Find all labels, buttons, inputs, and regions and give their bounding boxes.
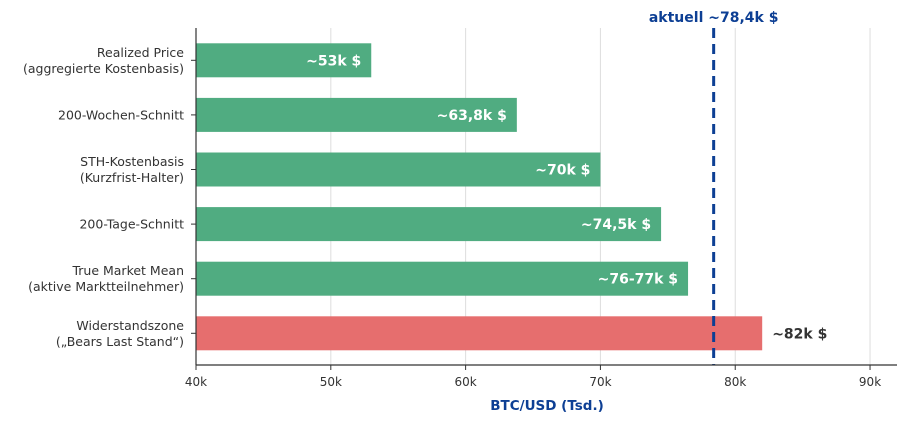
- bar: [196, 152, 601, 187]
- x-tick-label: 90k: [859, 375, 881, 389]
- x-tick-label: 70k: [589, 375, 611, 389]
- x-tick-label: 60k: [455, 375, 477, 389]
- data-label: ~82k $: [772, 326, 827, 342]
- grid-lines: [195, 28, 871, 365]
- x-axis-title: BTC/USD (Tsd.): [490, 398, 604, 414]
- bar: [196, 97, 517, 132]
- category-label: True Market Mean (aktive Marktteilnehmer): [28, 263, 184, 294]
- bar: [196, 43, 372, 78]
- x-tick-label: 50k: [320, 375, 342, 389]
- bars: [196, 43, 763, 351]
- current-price-label: aktuell ~78,4k $: [649, 10, 779, 26]
- reference-line-group: aktuell ~78,4k $: [649, 10, 779, 365]
- data-label: ~74,5k $: [581, 217, 651, 233]
- category-label: Widerstandszone („Bears Last Stand“): [56, 318, 184, 349]
- category-label: Realized Price (aggregierte Kostenbasis): [23, 45, 184, 76]
- x-tick-label: 80k: [724, 375, 746, 389]
- x-tick-label: 40k: [185, 375, 207, 389]
- category-label: 200-Tage-Schnitt: [79, 217, 184, 232]
- category-label: 200-Wochen-Schnitt: [58, 107, 184, 122]
- data-label: ~70k $: [535, 163, 590, 179]
- bar: [196, 207, 662, 242]
- bar: [196, 261, 689, 296]
- bar: [196, 316, 763, 351]
- data-label: ~76-77k $: [598, 272, 678, 288]
- axes: [191, 28, 897, 370]
- data-label: ~63,8k $: [437, 108, 507, 124]
- category-label: STH-Kostenbasis (Kurzfrist-Halter): [80, 154, 184, 185]
- labels: 40k 50k 60k 70k 80k 90k Realized Price (aggregi…: [23, 45, 881, 389]
- data-label: ~53k $: [306, 53, 361, 69]
